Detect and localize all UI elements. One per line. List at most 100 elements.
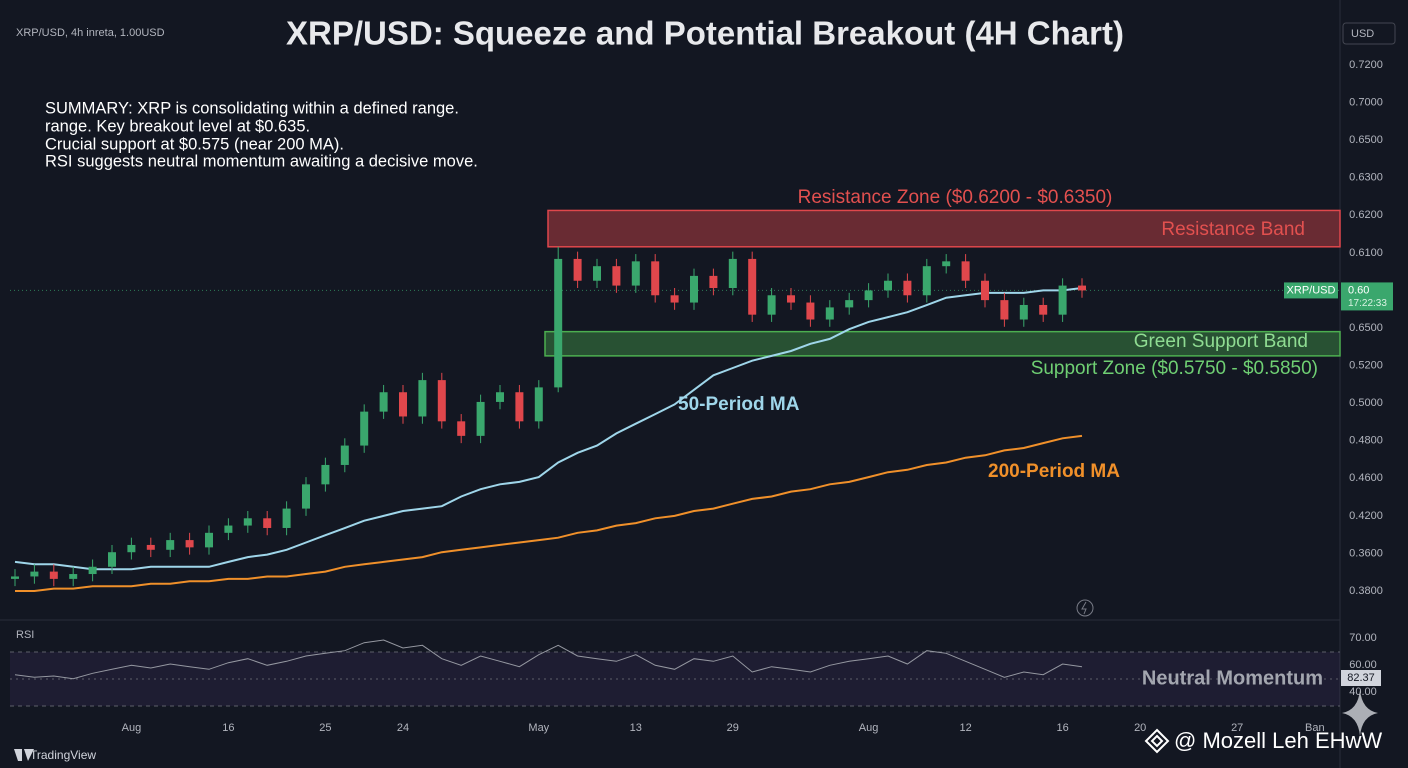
candle-body <box>1039 304 1048 315</box>
candle-body <box>845 300 854 308</box>
candle-body <box>515 392 524 422</box>
zone-band <box>544 330 1341 357</box>
summary-line: Crucial support at $0.575 (near 200 MA). <box>45 135 344 153</box>
rsi-value: 82.37 <box>1347 672 1375 684</box>
candle-body <box>263 518 272 528</box>
candle-body <box>554 258 563 388</box>
rsi-tick-label: 60.00 <box>1349 659 1377 671</box>
candle-body <box>534 387 543 422</box>
x-tick-label: 20 <box>1134 722 1146 734</box>
candle-body <box>670 295 679 303</box>
candle-body <box>767 295 776 315</box>
y-tick-label: 0.5000 <box>1349 397 1383 409</box>
y-tick-label: 0.4600 <box>1349 472 1383 484</box>
candle-body <box>981 280 989 301</box>
ma-layer <box>14 287 1083 680</box>
x-tick-label: Ban <box>1305 722 1325 734</box>
candle-body <box>903 280 912 296</box>
candle-body <box>418 380 427 417</box>
x-tick-label: 13 <box>630 722 642 734</box>
y-tick-label: 0.4200 <box>1349 510 1383 522</box>
candle-body <box>573 258 582 281</box>
y-tick-label: 0.6500 <box>1349 134 1383 146</box>
candle-body <box>49 571 58 579</box>
candle-body <box>205 532 213 548</box>
y-tick-label: 0.3800 <box>1349 585 1383 597</box>
x-tick-label: Aug <box>859 722 879 734</box>
rsi-tick-label: 70.00 <box>1349 632 1377 644</box>
candle-body <box>166 540 175 550</box>
candle-body <box>399 392 407 417</box>
candle-body <box>593 266 601 281</box>
candle-body <box>864 290 873 301</box>
x-tick-label: Aug <box>122 722 142 734</box>
watermark-logo <box>1144 728 1170 754</box>
zone-band-label: Green Support Band <box>1134 331 1308 352</box>
candle-body <box>282 508 291 528</box>
candle-body <box>787 295 795 303</box>
alert-icon[interactable] <box>1076 599 1094 617</box>
candle-body <box>360 411 369 446</box>
candle-body <box>1000 300 1009 320</box>
price-box <box>1341 282 1393 311</box>
candle-body <box>108 552 116 567</box>
candle-body <box>69 574 78 579</box>
candle-body <box>631 261 640 286</box>
candle-body <box>884 280 892 291</box>
candle-body <box>146 544 155 550</box>
candle-body <box>437 380 446 422</box>
candle-body <box>922 266 931 296</box>
rsi-value-box <box>1341 670 1381 686</box>
currency-box[interactable] <box>1342 22 1396 45</box>
currency: USD <box>1351 28 1374 40</box>
rsi-annotation: Neutral Momentum <box>1142 667 1323 689</box>
candle-body <box>961 261 970 281</box>
x-tick-label: 16 <box>222 722 234 734</box>
candle-body <box>496 392 504 402</box>
x-tick-label: 29 <box>727 722 739 734</box>
candles-layer <box>11 246 1086 587</box>
candle-body <box>457 421 466 436</box>
summary-line: SUMMARY: XRP is consolidating within a d… <box>45 99 459 117</box>
symbol-box <box>1284 282 1338 299</box>
candle-body <box>243 518 252 526</box>
candle-body <box>88 566 97 575</box>
candle-body <box>651 261 660 296</box>
candle-body <box>728 258 737 289</box>
candle-body <box>709 275 718 289</box>
candle-body <box>321 464 330 485</box>
y-tick-label: 0.7000 <box>1349 96 1383 108</box>
y-tick-label: 0.6200 <box>1349 209 1383 221</box>
moving-average-line <box>14 287 1083 571</box>
sparkle-icon <box>1342 690 1378 736</box>
y-tick-label: 0.6300 <box>1349 172 1383 184</box>
rsi-tick-label: 40.00 <box>1349 686 1377 698</box>
candle-body <box>127 544 136 553</box>
y-tick-label: 0.3600 <box>1349 547 1383 559</box>
candle-body <box>185 540 194 548</box>
summary-line: range. Key breakout level at $0.635. <box>45 117 310 135</box>
y-tick-label: 0.4800 <box>1349 435 1383 447</box>
candle-body <box>748 258 757 315</box>
symbol-label: XRP/USD <box>1287 284 1336 296</box>
price-label: 0.60 <box>1348 284 1369 296</box>
y-tick-label: 0.7200 <box>1349 59 1383 71</box>
candle-body <box>302 484 310 509</box>
y-tick-label: 0.6100 <box>1349 247 1383 259</box>
candle-body <box>1078 285 1086 291</box>
chart-title: XRP/USD: Squeeze and Potential Breakout … <box>286 15 1124 52</box>
y-tick-label: 0.5200 <box>1349 359 1383 371</box>
labels-layer: 0.7200 0.7000 0.6500 0.6300 0.6200 0.6100 0.65… <box>122 59 1393 734</box>
x-tick-label: 27 <box>1231 722 1243 734</box>
x-tick-label: May <box>528 722 549 734</box>
x-tick-label: 12 <box>959 722 971 734</box>
moving-average-label: 200-Period MA <box>988 461 1120 482</box>
brand: TradingView <box>30 748 96 762</box>
rsi-title: RSI <box>16 629 34 641</box>
candle-body <box>1058 285 1067 315</box>
candle-body <box>806 302 815 320</box>
candle-body <box>1019 304 1028 320</box>
rsi-line <box>14 639 1083 680</box>
